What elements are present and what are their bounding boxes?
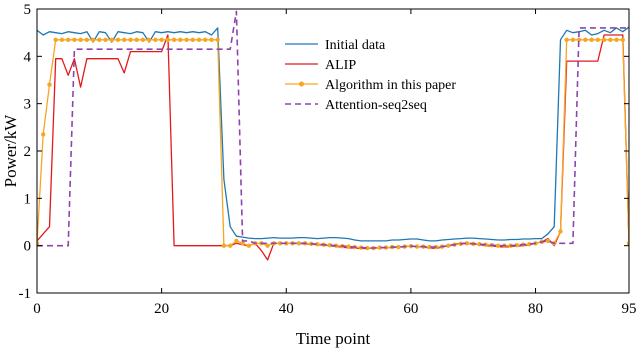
series-3-point bbox=[221, 243, 227, 248]
x-tick-label: 20 bbox=[154, 301, 169, 317]
series-3-point bbox=[595, 37, 601, 42]
series-3-point bbox=[315, 242, 320, 247]
legend: Initial data ALIP Algorithm in this paper A… bbox=[285, 38, 456, 113]
series-3-point bbox=[296, 241, 301, 246]
series-3-point bbox=[153, 37, 158, 42]
legend-label-4: Attention-seq2seq bbox=[325, 98, 427, 113]
series-3-point bbox=[41, 132, 46, 137]
series-3-point bbox=[215, 37, 220, 42]
y-tick-label: 2 bbox=[24, 144, 32, 160]
series-3-point bbox=[84, 37, 90, 42]
y-tick-label: 5 bbox=[24, 2, 32, 18]
series-3-point bbox=[464, 241, 470, 246]
series-3-point bbox=[146, 37, 152, 42]
series-3-point bbox=[576, 37, 582, 42]
series-3-point bbox=[514, 242, 520, 248]
series-3-point bbox=[527, 242, 532, 247]
series-3-point bbox=[59, 37, 65, 42]
series-3-point bbox=[414, 244, 420, 249]
legend-marker-3 bbox=[299, 81, 304, 87]
y-tick-label: 0 bbox=[24, 239, 32, 255]
y-axis-title: Power/kW bbox=[1, 114, 20, 188]
series-3-point bbox=[601, 37, 607, 42]
series-3-point bbox=[227, 243, 233, 248]
series-3-point bbox=[90, 37, 96, 42]
series-line-4 bbox=[37, 10, 629, 249]
x-axis-title: Time point bbox=[296, 329, 371, 348]
x-tick-label: 95 bbox=[622, 301, 637, 317]
series-3-point bbox=[196, 37, 202, 42]
y-tick-label: -1 bbox=[19, 286, 32, 302]
legend-label-1: Initial data bbox=[325, 38, 386, 53]
series-3-point bbox=[97, 37, 102, 42]
series-3-point bbox=[47, 82, 52, 87]
series-3-point bbox=[589, 37, 594, 42]
series-3-point bbox=[495, 243, 501, 248]
y-tick-label: 1 bbox=[24, 191, 32, 207]
legend-label-2: ALIP bbox=[325, 58, 356, 73]
series-3-point bbox=[53, 37, 58, 42]
series-3-point bbox=[171, 37, 177, 42]
series-3-point bbox=[327, 242, 333, 248]
series-3-point bbox=[128, 37, 133, 42]
series-3-point bbox=[78, 37, 83, 42]
legend-label-3: Algorithm in this paper bbox=[325, 78, 456, 93]
series-3-point bbox=[377, 245, 382, 250]
series-3-point bbox=[178, 37, 183, 42]
series-3-point bbox=[608, 37, 613, 42]
series-3-point bbox=[37, 241, 40, 246]
series-3-point bbox=[159, 37, 164, 42]
series-3-point bbox=[190, 37, 195, 42]
series-3-point bbox=[583, 37, 588, 42]
x-tick-label: 40 bbox=[279, 301, 294, 317]
series-3-point bbox=[626, 241, 629, 246]
series-3-point bbox=[122, 37, 127, 42]
series-3-point bbox=[184, 37, 189, 42]
series-3-point bbox=[545, 238, 551, 244]
series-line-1 bbox=[37, 26, 629, 242]
series-3-point bbox=[209, 37, 214, 42]
series-3-point bbox=[558, 229, 563, 234]
x-tick-label: 80 bbox=[528, 301, 543, 317]
series-3-point bbox=[477, 242, 482, 247]
series-3-point bbox=[234, 238, 239, 244]
series-3-point bbox=[246, 243, 252, 248]
series-3-point bbox=[346, 244, 351, 249]
series-3-point bbox=[203, 37, 208, 42]
series-3-point bbox=[109, 37, 114, 42]
series-3-point bbox=[265, 243, 270, 248]
plot-lines bbox=[37, 10, 629, 261]
x-tick-label: 60 bbox=[403, 301, 418, 317]
series-3-point bbox=[365, 245, 370, 251]
series-3-point bbox=[103, 37, 108, 42]
y-tick-label: 4 bbox=[24, 49, 32, 65]
series-3-point bbox=[240, 241, 245, 246]
series-3-point bbox=[427, 244, 432, 250]
y-tick-label: 3 bbox=[24, 97, 32, 113]
series-3-point bbox=[140, 37, 146, 42]
x-tick-label: 0 bbox=[33, 301, 41, 317]
series-3-point bbox=[396, 244, 401, 250]
series-3-point bbox=[614, 37, 619, 42]
series-3-point bbox=[115, 37, 121, 42]
series-3-point bbox=[620, 37, 625, 42]
series-3-point bbox=[65, 37, 71, 42]
series-3-point bbox=[277, 241, 283, 246]
series-3-point bbox=[165, 37, 171, 42]
series-3-point bbox=[570, 37, 576, 42]
series-3-point bbox=[72, 37, 77, 42]
series-3-point bbox=[446, 243, 451, 248]
series-3-point bbox=[134, 37, 139, 42]
series-3-point bbox=[564, 37, 569, 42]
